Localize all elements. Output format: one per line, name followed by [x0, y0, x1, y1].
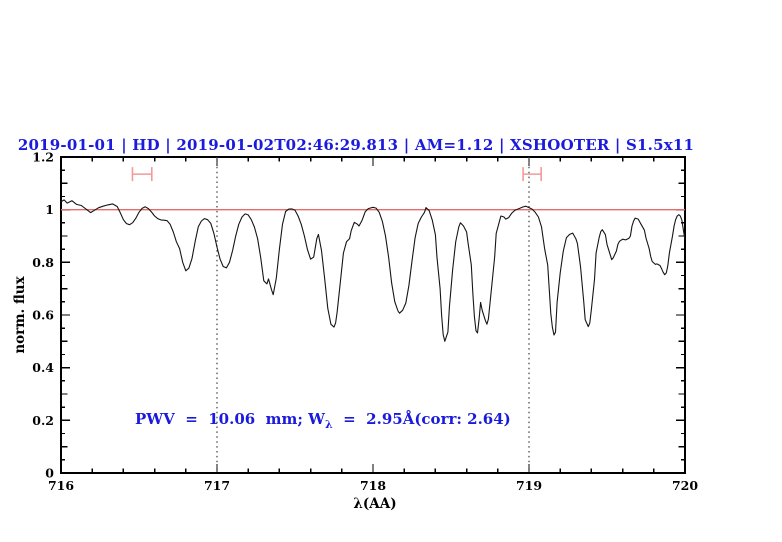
y-axis-label: norm. flux [12, 276, 28, 354]
band-range-marker [131, 167, 153, 182]
y-tick-label: 0 [45, 466, 54, 481]
y-tick-label: 0.2 [32, 413, 54, 428]
x-axis-label: λ(AA) [353, 496, 397, 512]
band-range-marker [522, 167, 542, 182]
spectrum-line [60, 199, 686, 342]
y-tick-label: 1 [45, 202, 54, 217]
y-tick-label: 1.2 [32, 150, 54, 165]
x-tick-label: 717 [204, 478, 230, 493]
pwv-annotation: PWV = 10.06 mm; Wλ = 2.95Å(corr: 2.64) [135, 410, 511, 431]
x-tick-label: 720 [672, 478, 698, 493]
lambda-subscript: λ [324, 418, 333, 431]
tick-marks [60, 156, 686, 474]
pwv-annotation-prefix: PWV = 10.06 mm; W [135, 410, 325, 428]
x-tick-label: 716 [48, 478, 74, 493]
y-tick-label: 0.8 [32, 255, 54, 270]
plot-title: 2019-01-01 | HD | 2019-01-02T02:46:29.81… [17, 136, 695, 154]
pwv-annotation-suffix: = 2.95Å(corr: 2.64) [332, 410, 511, 428]
y-tick-label: 0.4 [32, 360, 54, 375]
x-tick-label: 718 [360, 478, 386, 493]
y-tick-label: 0.6 [32, 308, 54, 323]
x-tick-label: 719 [516, 478, 542, 493]
